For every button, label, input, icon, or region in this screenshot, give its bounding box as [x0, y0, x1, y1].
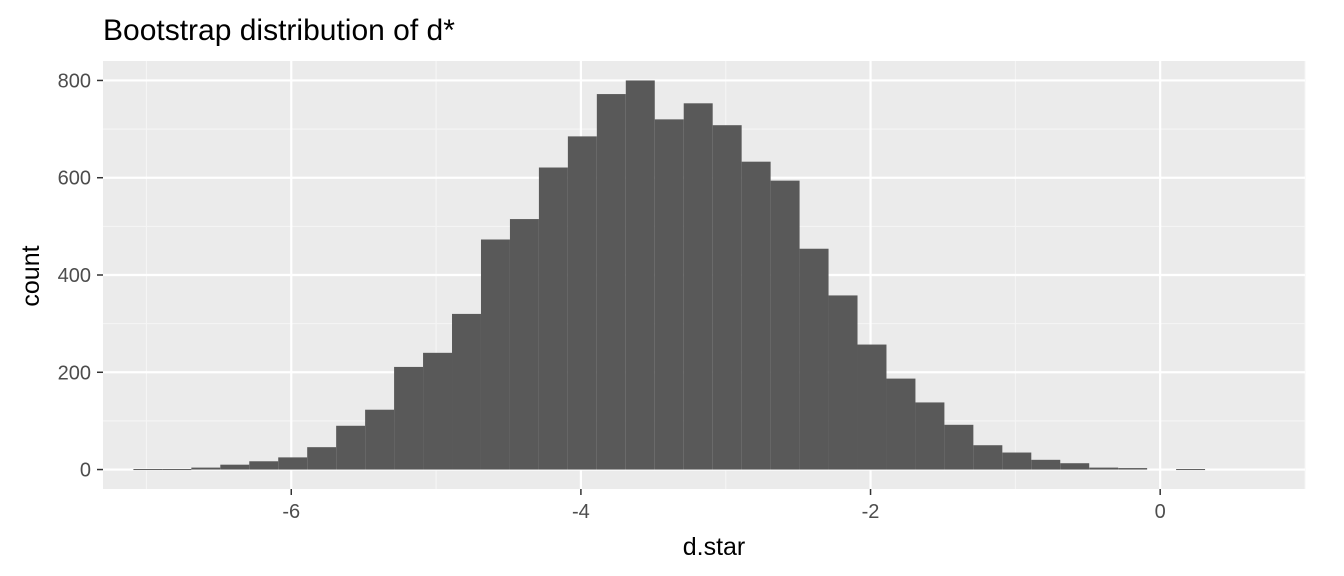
y-axis: 0 200 400 600 800: [58, 70, 103, 482]
y-tick-label: 600: [58, 168, 91, 190]
histogram-bar: [220, 464, 250, 470]
histogram-bar: [162, 469, 192, 471]
histogram-bar: [625, 80, 655, 470]
histogram-bar: [394, 366, 424, 470]
histogram-bar: [567, 136, 597, 470]
histogram-bar: [538, 167, 568, 470]
histogram-bar: [423, 352, 453, 470]
histogram-bar: [509, 219, 539, 470]
histogram-bar: [191, 467, 221, 470]
histogram-bar: [133, 469, 163, 471]
histogram-bar: [973, 445, 1003, 470]
histogram-bar: [480, 239, 510, 470]
y-tick-label: 0: [80, 460, 91, 482]
histogram-bars: [133, 80, 1206, 471]
histogram-bar: [654, 119, 684, 470]
histogram-bar: [683, 103, 713, 470]
histogram-bar: [712, 125, 742, 470]
histogram-bar: [828, 295, 858, 470]
histogram-bar: [741, 161, 771, 470]
histogram-bar: [944, 424, 974, 470]
histogram-bar: [915, 402, 945, 470]
x-tick-label: 0: [1155, 501, 1166, 523]
y-tick-label: 400: [58, 265, 91, 287]
histogram-bar: [1176, 469, 1206, 471]
histogram-bar: [307, 447, 337, 470]
histogram-bar: [452, 313, 481, 470]
histogram-bar: [1031, 459, 1061, 470]
histogram-bar: [1002, 452, 1032, 470]
histogram-bar: [1089, 467, 1119, 470]
histogram-bar: [857, 344, 887, 470]
histogram-bar: [336, 425, 366, 470]
histogram-bar: [799, 248, 829, 470]
x-tick-label: -2: [862, 501, 880, 523]
x-axis: -6 -4 -2 0: [282, 489, 1166, 523]
y-tick-label: 200: [58, 362, 91, 384]
histogram-bar: [886, 378, 916, 470]
histogram-bar: [249, 461, 279, 470]
y-axis-title: count: [17, 245, 45, 306]
histogram-bar: [365, 409, 395, 470]
chart-title: Bootstrap distribution of d*: [103, 14, 455, 47]
histogram-bar: [770, 180, 800, 470]
x-axis-title: d.star: [683, 533, 746, 561]
x-tick-label: -6: [282, 501, 300, 523]
x-tick-label: -4: [572, 501, 590, 523]
histogram-bar: [1118, 468, 1148, 470]
y-tick-label: 800: [58, 70, 91, 92]
histogram-bar: [278, 457, 308, 470]
histogram-bar: [596, 94, 626, 470]
histogram-bar: [1060, 463, 1090, 470]
